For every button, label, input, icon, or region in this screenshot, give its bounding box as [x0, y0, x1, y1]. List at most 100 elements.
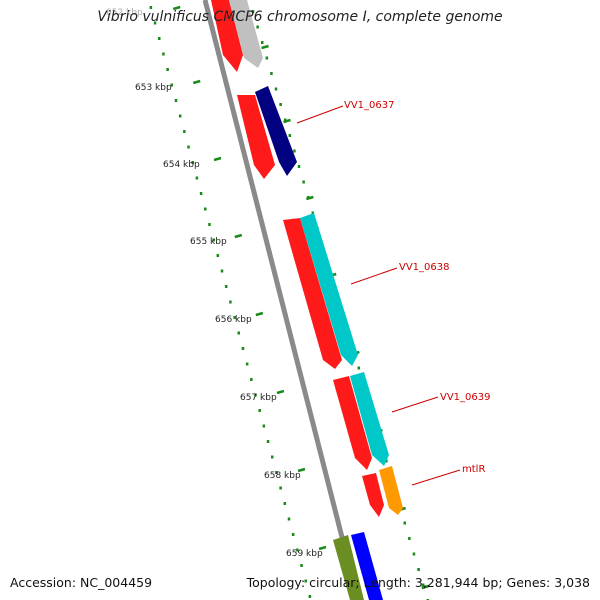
scale-dot [385, 459, 388, 463]
scale-major-tick [172, 5, 181, 11]
scale-major-tick [283, 118, 291, 124]
scale-dot [266, 440, 270, 443]
scale-major-tick [318, 545, 327, 551]
scale-dot [204, 207, 207, 211]
scale-dot [191, 161, 194, 164]
scale-dot [260, 41, 264, 44]
scale-dot [300, 564, 303, 567]
scale-dot [283, 502, 287, 505]
scale-dot [174, 99, 178, 102]
scale-dots [149, 5, 430, 600]
gene-blue [351, 532, 383, 600]
scale-label-652: 652 kbp [106, 8, 143, 18]
scale-dot [250, 378, 253, 381]
scale-major-tick [192, 79, 201, 85]
scale-dot [245, 362, 249, 366]
scale-dot [237, 331, 241, 335]
scale-major-tick [261, 44, 269, 50]
scale-dot [258, 409, 261, 412]
genome-title: Vibrio vulnificus CMCP6 chromosome I, co… [97, 9, 503, 25]
scale-dot [297, 165, 301, 168]
scale-label-658: 658 kbp [264, 471, 301, 481]
scale-dot [274, 87, 278, 91]
scale-label-656: 656 kbp [215, 315, 252, 325]
cds-arrow-3 [283, 218, 342, 369]
scale-dot [229, 300, 232, 304]
scale-major-tick [297, 467, 306, 473]
scale-dot [195, 176, 199, 180]
scale-dot [208, 223, 211, 226]
label-leaders [296, 105, 461, 486]
gene-orange [379, 466, 403, 515]
scale-dot [199, 192, 203, 195]
scale-dot [311, 211, 315, 215]
scale-dot [233, 316, 236, 319]
scale-label-655: 655 kbp [190, 237, 227, 247]
scale-dot [162, 52, 165, 56]
scale-dot [224, 285, 228, 288]
scale-major-tick [234, 233, 243, 239]
scale-major-tick [213, 156, 222, 162]
scale-major-tick [276, 389, 285, 395]
scale-dot [153, 21, 157, 25]
scale-label-654: 654 kbp [163, 160, 200, 170]
scale-dot [293, 149, 296, 153]
scale-dot [262, 424, 266, 428]
scale-dot [270, 455, 274, 459]
scale-dot [357, 366, 361, 370]
gene-grey [229, 0, 263, 68]
scale-dot [187, 145, 190, 149]
scale-dot [212, 238, 215, 242]
gene-label-vv1-0639: VV1_0639 [440, 392, 491, 403]
scale-dot [304, 579, 307, 583]
scale-dot [166, 68, 169, 71]
backbone [202, 0, 361, 600]
scale-label-659: 659 kbp [286, 549, 323, 559]
scale-dot [170, 83, 174, 87]
scale-dot [288, 134, 292, 137]
scale-major-tick [255, 311, 264, 317]
scale-dot [275, 471, 278, 474]
scale-dot [296, 548, 299, 552]
scale-dot [251, 10, 255, 13]
gene-label-mtlr: mtlR [462, 464, 485, 475]
cds-arrow-4 [333, 376, 372, 470]
scale-dot [256, 25, 259, 29]
scale-dot [302, 180, 305, 184]
scale-label-653: 653 kbp [135, 83, 172, 93]
scale-major-tick [306, 195, 314, 201]
scale-major-tick [421, 584, 430, 590]
gene-olive [333, 535, 364, 600]
scale-dot [265, 56, 269, 60]
scale-dot [183, 130, 186, 133]
accession-label: Accession: NC_004459 [10, 575, 153, 590]
scale-dot [254, 393, 257, 397]
scale-dot [178, 114, 182, 118]
scale-dot [408, 537, 411, 540]
scale-dot [270, 72, 273, 75]
cds-arrow-2 [237, 95, 275, 179]
scale-label-657: 657 kbp [240, 393, 277, 403]
scale-dot [220, 269, 224, 273]
cds-track [211, 0, 384, 517]
cds-arrow-1 [211, 0, 243, 72]
scale-dot [279, 486, 282, 490]
scale-dot [279, 103, 282, 106]
scale-dot [417, 568, 420, 571]
scale-dot [149, 6, 153, 9]
gene-track [229, 0, 403, 600]
gene-navy [255, 86, 297, 176]
gene-label-vv1-0638: VV1_0638 [399, 262, 450, 273]
genome-summary: Topology: circular; Length: 3,281,944 bp… [246, 575, 590, 590]
scale-dot [308, 595, 312, 598]
scale-dot [241, 347, 245, 350]
gene-cyan-1 [300, 213, 358, 366]
gene-label-vv1-0637: VV1_0637 [344, 100, 395, 111]
scale-dot [216, 254, 220, 257]
scale-dot [287, 517, 291, 521]
scale-dot [403, 521, 407, 525]
scale-dot [283, 118, 287, 122]
cds-arrow-5 [362, 473, 384, 517]
